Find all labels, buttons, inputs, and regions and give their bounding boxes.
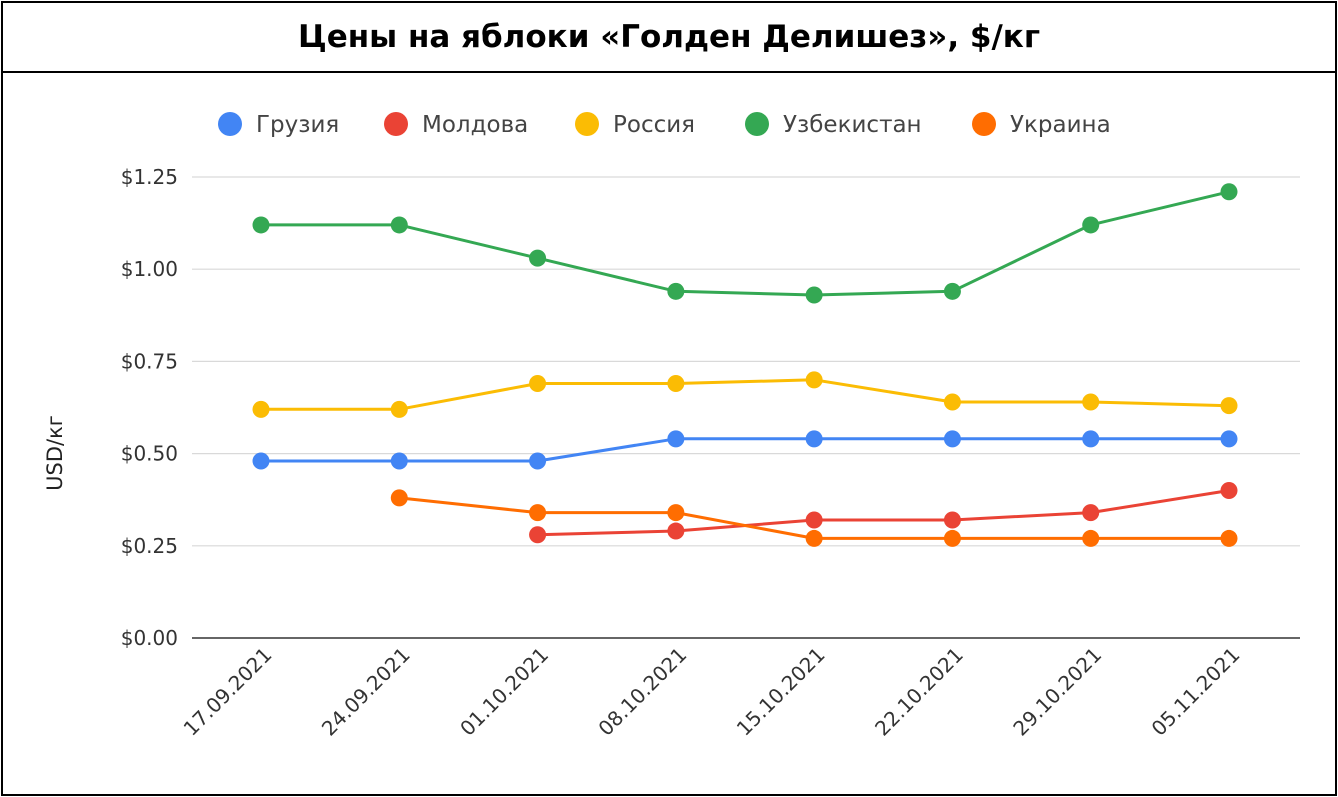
legend-marker	[218, 112, 242, 136]
series-lines	[259, 190, 1231, 540]
data-point-россия	[390, 400, 408, 418]
series-points	[252, 183, 1238, 547]
legend-item-грузия: Грузия	[218, 112, 339, 138]
x-tick-label: 24.09.2021	[317, 643, 415, 741]
data-point-украина	[667, 504, 685, 522]
series-line-узбекистан	[259, 190, 1231, 297]
data-point-россия	[1082, 393, 1100, 411]
data-point-грузия	[1082, 430, 1100, 448]
data-point-украина	[805, 529, 823, 547]
chart-title: Цены на яблоки «Голден Делишез», $/кг	[297, 19, 1041, 55]
data-point-узбекистан	[805, 286, 823, 304]
data-point-россия	[1220, 397, 1238, 415]
legend-item-россия: Россия	[575, 112, 695, 138]
title-bar: Цены на яблоки «Голден Делишез», $/кг	[3, 3, 1335, 73]
x-tick-label: 08.10.2021	[593, 643, 691, 741]
data-point-узбекистан	[1220, 183, 1238, 201]
data-point-молдова	[529, 526, 547, 544]
y-tick-label: $0.75	[121, 349, 178, 373]
y-tick-label: $1.00	[121, 257, 178, 281]
data-point-россия	[667, 375, 685, 393]
data-point-узбекистан	[1082, 216, 1100, 234]
data-point-молдова	[805, 511, 823, 529]
data-point-украина	[943, 529, 961, 547]
data-point-грузия	[805, 430, 823, 448]
x-tick-label: 22.10.2021	[870, 643, 968, 741]
legend-item-украина: Украина	[972, 112, 1111, 138]
data-point-грузия	[667, 430, 685, 448]
legend-marker	[972, 112, 996, 136]
data-point-узбекистан	[390, 216, 408, 234]
data-point-молдова	[667, 522, 685, 540]
data-point-грузия	[529, 452, 547, 470]
data-point-украина	[529, 504, 547, 522]
data-point-украина	[1082, 529, 1100, 547]
y-tick-label: $0.25	[121, 534, 178, 558]
x-tick-label: 05.11.2021	[1147, 643, 1245, 741]
legend-marker	[575, 112, 599, 136]
y-tick-label: $0.00	[121, 626, 178, 650]
data-point-узбекистан	[529, 249, 547, 267]
y-axis-ticks: $0.00 $0.25 $0.50 $0.75 $1.00 $1.25	[121, 165, 178, 650]
data-point-грузия	[943, 430, 961, 448]
data-point-украина	[390, 489, 408, 507]
data-point-узбекистан	[667, 282, 685, 300]
x-axis-ticks: 17.09.2021 24.09.2021 01.10.2021 08.10.2021…	[179, 643, 1245, 741]
legend-label: Молдова	[422, 112, 528, 138]
data-point-грузия	[390, 452, 408, 470]
legend-item-молдова: Молдова	[384, 112, 528, 138]
series-line-молдова	[536, 489, 1231, 537]
y-axis-title: USD/кг	[43, 415, 67, 491]
data-point-молдова	[1082, 504, 1100, 522]
y-tick-label: $0.50	[121, 442, 178, 466]
legend-label: Россия	[613, 112, 695, 138]
data-point-грузия	[252, 452, 270, 470]
x-tick-label: 29.10.2021	[1008, 643, 1106, 741]
y-tick-label: $1.25	[121, 165, 178, 189]
series-line-грузия	[259, 437, 1231, 463]
data-point-узбекистан	[943, 282, 961, 300]
data-point-россия	[252, 400, 270, 418]
data-point-россия	[943, 393, 961, 411]
legend-marker	[745, 112, 769, 136]
legend-label: Грузия	[256, 112, 339, 138]
data-point-молдова	[943, 511, 961, 529]
data-point-россия	[805, 371, 823, 389]
gridlines	[192, 176, 1300, 639]
x-tick-label: 01.10.2021	[455, 643, 553, 741]
data-point-грузия	[1220, 430, 1238, 448]
x-tick-label: 15.10.2021	[732, 643, 830, 741]
legend-item-узбекистан: Узбекистан	[745, 112, 922, 138]
x-tick-label: 17.09.2021	[179, 643, 277, 741]
data-point-россия	[529, 375, 547, 393]
data-point-украина	[1220, 529, 1238, 547]
data-point-молдова	[1220, 481, 1238, 499]
legend-marker	[384, 112, 408, 136]
data-point-узбекистан	[252, 216, 270, 234]
legend-label: Украина	[1010, 112, 1111, 138]
legend: Грузия Молдова Россия Узбекистан Украина	[218, 112, 1111, 138]
series-line-россия	[259, 378, 1231, 411]
legend-label: Узбекистан	[783, 112, 922, 138]
